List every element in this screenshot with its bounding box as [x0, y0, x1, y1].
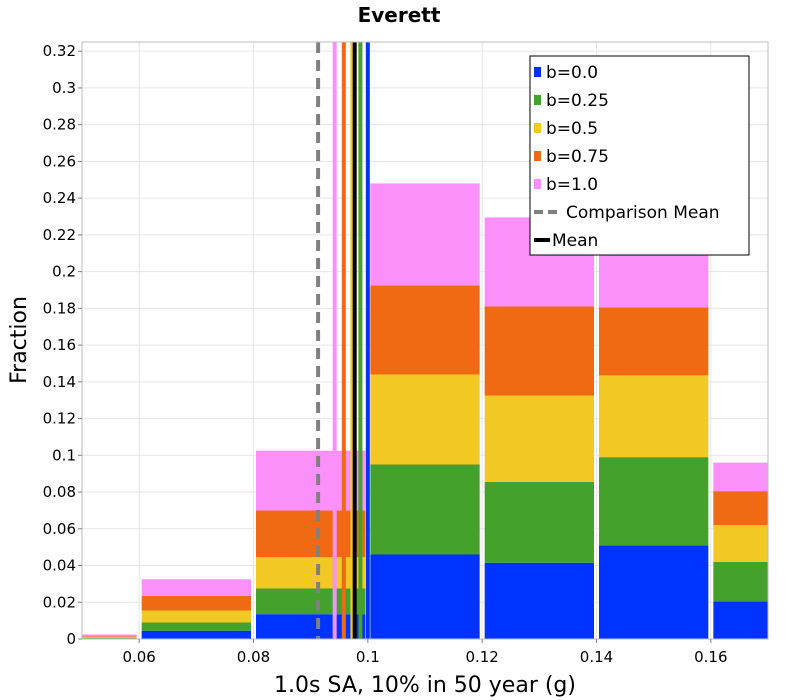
- x-tick-label: 0.08: [237, 648, 270, 666]
- bar-segment-b=0.75: [599, 307, 709, 376]
- bars: [82, 183, 768, 639]
- bar-segment-b=1.0: [256, 450, 366, 511]
- bar-segment-b=0.25: [256, 588, 366, 615]
- y-tick-label: 0.26: [43, 152, 76, 170]
- legend-label-b=0.5: b=0.5: [546, 119, 598, 139]
- y-tick-label: 0.32: [43, 42, 76, 60]
- y-tick-label: 0: [66, 630, 76, 648]
- bar-segment-b=1.0: [599, 255, 709, 308]
- legend-swatch-b=0.5: [534, 123, 541, 133]
- bar-segment-b=0.0: [141, 630, 251, 639]
- y-tick-label: 0.12: [43, 410, 76, 428]
- x-tick-label: 0.06: [122, 648, 155, 666]
- y-tick-label: 0.2: [52, 263, 76, 281]
- bar-segment-b=0.25: [370, 464, 480, 555]
- x-tick-label: 0.12: [465, 648, 498, 666]
- legend-label-b=0.25: b=0.25: [546, 91, 609, 111]
- y-axis-label: Fraction: [7, 296, 32, 384]
- bar-segment-b=0.5: [484, 395, 594, 482]
- bar-segment-b=0.0: [256, 614, 366, 639]
- bar-segment-b=0.5: [256, 557, 366, 589]
- x-tick-label: 0.1: [356, 648, 380, 666]
- bar-segment-b=1.0: [713, 462, 768, 492]
- y-axis-ticks: 0 0.02 0.04 0.06 0.08 0.1 0.12 0.14 0.16 0.18 0.2 0…: [43, 42, 82, 648]
- x-tick-label: 0.16: [694, 648, 727, 666]
- y-tick-label: 0.04: [43, 557, 76, 575]
- bar-segment-b=0.5: [82, 637, 137, 639]
- legend-swatch-b=1.0: [534, 179, 541, 189]
- bar-segment-b=0.5: [599, 375, 709, 458]
- bar-segment-b=0.0: [713, 601, 768, 639]
- bar-segment-b=1.0: [141, 579, 251, 596]
- legend-label-b=0.75: b=0.75: [546, 147, 609, 167]
- bar-segment-b=0.0: [370, 554, 480, 639]
- x-axis-ticks: 0.06 0.08 0.1 0.12 0.14 0.16: [122, 639, 728, 666]
- bar-segment-b=0.75: [484, 306, 594, 396]
- y-tick-label: 0.14: [43, 373, 76, 391]
- legend: b=0.0 b=0.25 b=0.5 b=0.75 b=1.0 Comparison Me…: [529, 55, 750, 256]
- y-tick-label: 0.16: [43, 336, 76, 354]
- bar-segment-b=0.5: [713, 525, 768, 562]
- bar-segment-b=0.0: [599, 545, 709, 639]
- y-tick-label: 0.18: [43, 299, 76, 317]
- bar-segment-b=0.25: [713, 561, 768, 602]
- y-tick-label: 0.28: [43, 116, 76, 134]
- bar-segment-b=0.0: [484, 562, 594, 639]
- bar-segment-b=0.25: [141, 622, 251, 631]
- y-tick-label: 0.08: [43, 483, 76, 501]
- legend-label-b=1.0: b=1.0: [546, 175, 598, 195]
- bar-segment-b=1.0: [370, 183, 480, 286]
- legend-swatch-b=0.0: [534, 67, 541, 77]
- mean-lines: [316, 42, 370, 639]
- legend-label-b=0.0: b=0.0: [546, 63, 598, 83]
- x-tick-label: 0.14: [580, 648, 613, 666]
- y-tick-label: 0.02: [43, 593, 76, 611]
- bar-segment-b=0.75: [141, 595, 251, 611]
- bar-segment-b=0.25: [484, 481, 594, 563]
- bar-segment-b=0.5: [370, 374, 480, 465]
- bar-segment-b=0.75: [370, 285, 480, 375]
- y-tick-label: 0.24: [43, 189, 76, 207]
- chart-title: Everett: [358, 3, 441, 27]
- legend-box: [529, 55, 750, 256]
- bar-segment-b=0.75: [256, 510, 366, 558]
- legend-label-comparison-mean: Comparison Mean: [566, 203, 720, 223]
- y-tick-label: 0.1: [52, 446, 76, 464]
- y-tick-label: 0.3: [52, 79, 76, 97]
- bar-segment-b=0.5: [141, 610, 251, 623]
- x-axis-label: 1.0s SA, 10% in 50 year (g): [274, 673, 576, 698]
- bar-segment-b=0.75: [82, 636, 137, 638]
- bar-segment-b=0.75: [713, 491, 768, 526]
- y-tick-label: 0.22: [43, 226, 76, 244]
- y-tick-label: 0.06: [43, 520, 76, 538]
- bar-segment-b=0.25: [599, 457, 709, 546]
- legend-label-mean: Mean: [552, 231, 598, 251]
- legend-swatch-b=0.25: [534, 95, 541, 105]
- bar-segment-b=1.0: [82, 634, 137, 637]
- plot-frame: [81, 41, 769, 640]
- legend-swatch-b=0.75: [534, 151, 541, 161]
